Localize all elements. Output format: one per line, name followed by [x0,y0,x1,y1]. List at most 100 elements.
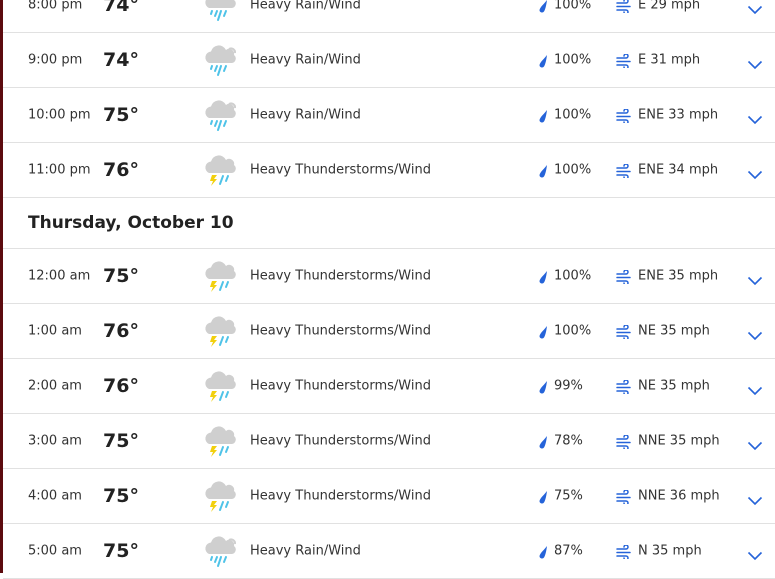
raindrop-icon [538,53,548,68]
hour-time: 1:00 am [28,323,82,339]
wind-icon [616,434,632,451]
hour-time: 5:00 am [28,543,82,559]
rain-cloud-icon [201,534,239,568]
chevron-down-icon[interactable] [747,546,763,561]
chevron-down-icon[interactable] [747,55,763,70]
raindrop-icon [538,489,548,504]
thunderstorm-icon [201,369,239,403]
wind-icon [616,544,632,561]
condition: Heavy Thunderstorms/Wind [250,433,431,449]
hour-time: 11:00 pm [28,162,91,178]
left-border [0,0,3,573]
thunderstorm-icon [201,259,239,293]
chevron-down-icon[interactable] [747,491,763,506]
temperature: 74° [103,0,139,16]
chevron-down-icon[interactable] [747,381,763,396]
wind-icon [616,269,632,286]
raindrop-icon [538,163,548,178]
temperature: 75° [103,265,139,287]
temperature: 76° [103,320,139,342]
precip-chance: 100% [554,52,592,68]
temperature: 75° [103,430,139,452]
condition: Heavy Thunderstorms/Wind [250,323,431,339]
temperature: 75° [103,540,139,562]
rain-cloud-icon [201,43,239,77]
temperature: 76° [103,375,139,397]
hourly-row[interactable]: 2:00 am 76° Heavy Thunderstorms/Wind 99%… [3,359,775,414]
condition: Heavy Thunderstorms/Wind [250,488,431,504]
hourly-row[interactable]: 11:00 pm 76° Heavy Thunderstorms/Wind 10… [3,143,775,198]
thunderstorm-icon [201,479,239,513]
condition: Heavy Rain/Wind [250,0,361,13]
precip-chance: 87% [554,543,583,559]
hour-time: 10:00 pm [28,107,91,123]
condition: Heavy Rain/Wind [250,107,361,123]
thunderstorm-icon [201,424,239,458]
wind-icon [616,108,632,125]
temperature: 75° [103,104,139,126]
rain-cloud-icon [201,98,239,132]
raindrop-icon [538,324,548,339]
chevron-down-icon[interactable] [747,436,763,451]
condition: Heavy Thunderstorms/Wind [250,378,431,394]
precip-chance: 100% [554,107,592,123]
chevron-down-icon[interactable] [747,271,763,286]
wind-speed: ENE 35 mph [638,268,719,284]
wind-icon [616,489,632,506]
condition: Heavy Rain/Wind [250,543,361,559]
precip-chance: 100% [554,0,592,13]
wind-speed: NE 35 mph [638,378,710,394]
condition: Heavy Thunderstorms/Wind [250,162,431,178]
wind-icon [616,163,632,180]
chevron-down-icon[interactable] [747,0,763,15]
wind-speed: E 29 mph [638,0,701,13]
day-title: Thursday, October 10 [28,213,234,233]
precip-chance: 100% [554,268,592,284]
hourly-row[interactable]: 8:00 pm 74° Heavy Rain/Wind 100% E 29 mp… [3,0,775,33]
hour-time: 4:00 am [28,488,82,504]
wind-speed: NNE 35 mph [638,433,720,449]
hour-time: 12:00 am [28,268,91,284]
hourly-row[interactable]: 10:00 pm 75° Heavy Rain/Wind 100% ENE 33… [3,88,775,143]
hourly-row[interactable]: 1:00 am 76° Heavy Thunderstorms/Wind 100… [3,304,775,359]
raindrop-icon [538,434,548,449]
precip-chance: 100% [554,162,592,178]
wind-speed: ENE 33 mph [638,107,719,123]
wind-icon [616,324,632,341]
hourly-forecast-list: 8:00 pm 74° Heavy Rain/Wind 100% E 29 mp… [3,0,775,579]
hour-time: 9:00 pm [28,52,83,68]
day-header: Thursday, October 10 [3,198,775,249]
raindrop-icon [538,269,548,284]
hourly-row[interactable]: 12:00 am 75° Heavy Thunderstorms/Wind 10… [3,249,775,304]
hourly-row[interactable]: 3:00 am 75° Heavy Thunderstorms/Wind 78%… [3,414,775,469]
hourly-row[interactable]: 9:00 pm 74° Heavy Rain/Wind 100% E 31 mp… [3,33,775,88]
raindrop-icon [538,108,548,123]
hour-time: 3:00 am [28,433,82,449]
wind-icon [616,0,632,15]
condition: Heavy Rain/Wind [250,52,361,68]
wind-speed: ENE 34 mph [638,162,719,178]
raindrop-icon [538,544,548,559]
wind-speed: N 35 mph [638,543,702,559]
hourly-row[interactable]: 5:00 am 75° Heavy Rain/Wind 87% N 35 mph [3,524,775,579]
chevron-down-icon[interactable] [747,110,763,125]
precip-chance: 78% [554,433,583,449]
temperature: 75° [103,485,139,507]
rain-cloud-icon [201,0,239,22]
thunderstorm-icon [201,314,239,348]
temperature: 76° [103,159,139,181]
hour-time: 2:00 am [28,378,82,394]
hour-time: 8:00 pm [28,0,83,13]
hourly-row[interactable]: 4:00 am 75° Heavy Thunderstorms/Wind 75%… [3,469,775,524]
precip-chance: 100% [554,323,592,339]
chevron-down-icon[interactable] [747,165,763,180]
temperature: 74° [103,49,139,71]
raindrop-icon [538,379,548,394]
precip-chance: 75% [554,488,583,504]
wind-icon [616,379,632,396]
wind-speed: NE 35 mph [638,323,710,339]
wind-speed: E 31 mph [638,52,701,68]
chevron-down-icon[interactable] [747,326,763,341]
wind-speed: NNE 36 mph [638,488,720,504]
wind-icon [616,53,632,70]
